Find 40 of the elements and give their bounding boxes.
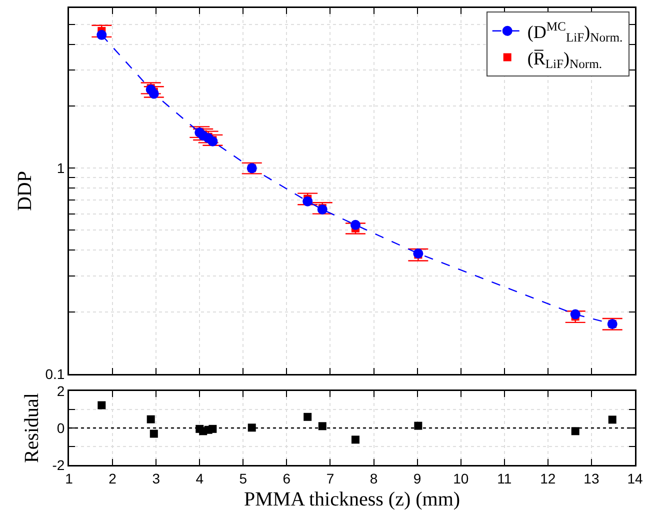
x-tick-label: 14 [627,470,643,486]
point [248,424,256,432]
point [148,88,159,99]
x-tick-label: 4 [196,470,204,486]
y-axis-title: DDP [14,170,36,212]
legend-label: (R̅$_{LiF}$)$_{Norm.}$ [527,48,602,72]
point [302,196,313,206]
point [570,309,580,320]
point [98,401,106,410]
x-tick-label: 2 [108,470,117,486]
point [350,220,360,230]
x-tick-label: 7 [326,470,334,486]
point [413,248,424,258]
point [571,427,580,436]
y-tick-label: 2 [56,382,65,399]
x-tick-label: 13 [584,470,600,486]
x-tick-label: 12 [540,470,556,486]
x-tick-label: 10 [453,470,469,486]
point [318,422,326,430]
y-tick-label: -2 [52,456,65,473]
point [208,424,217,433]
point [96,30,107,40]
x-tick-label: 5 [239,470,248,486]
x-axis-title: PMMA thickness (z) (mm) [244,488,460,511]
point [351,436,360,444]
x-tick-label: 3 [152,470,160,486]
point [608,416,616,424]
x-tick-label: 9 [413,470,422,486]
legend-label: (D$^{MC}$$_{LiF}$)$_{Norm.}$ [527,19,623,45]
x-tick-label: 6 [282,470,291,486]
point [304,412,312,421]
point [150,430,158,438]
y-tick-label: 0.1 [45,366,65,382]
y-tick-label: 0 [56,420,65,436]
point [414,422,422,430]
y-tick-label: 1 [56,160,65,176]
x-tick-label: 11 [497,470,512,486]
y-axis-title: Residual [20,392,43,463]
point [146,415,155,424]
x-tick-label: 8 [370,470,378,486]
